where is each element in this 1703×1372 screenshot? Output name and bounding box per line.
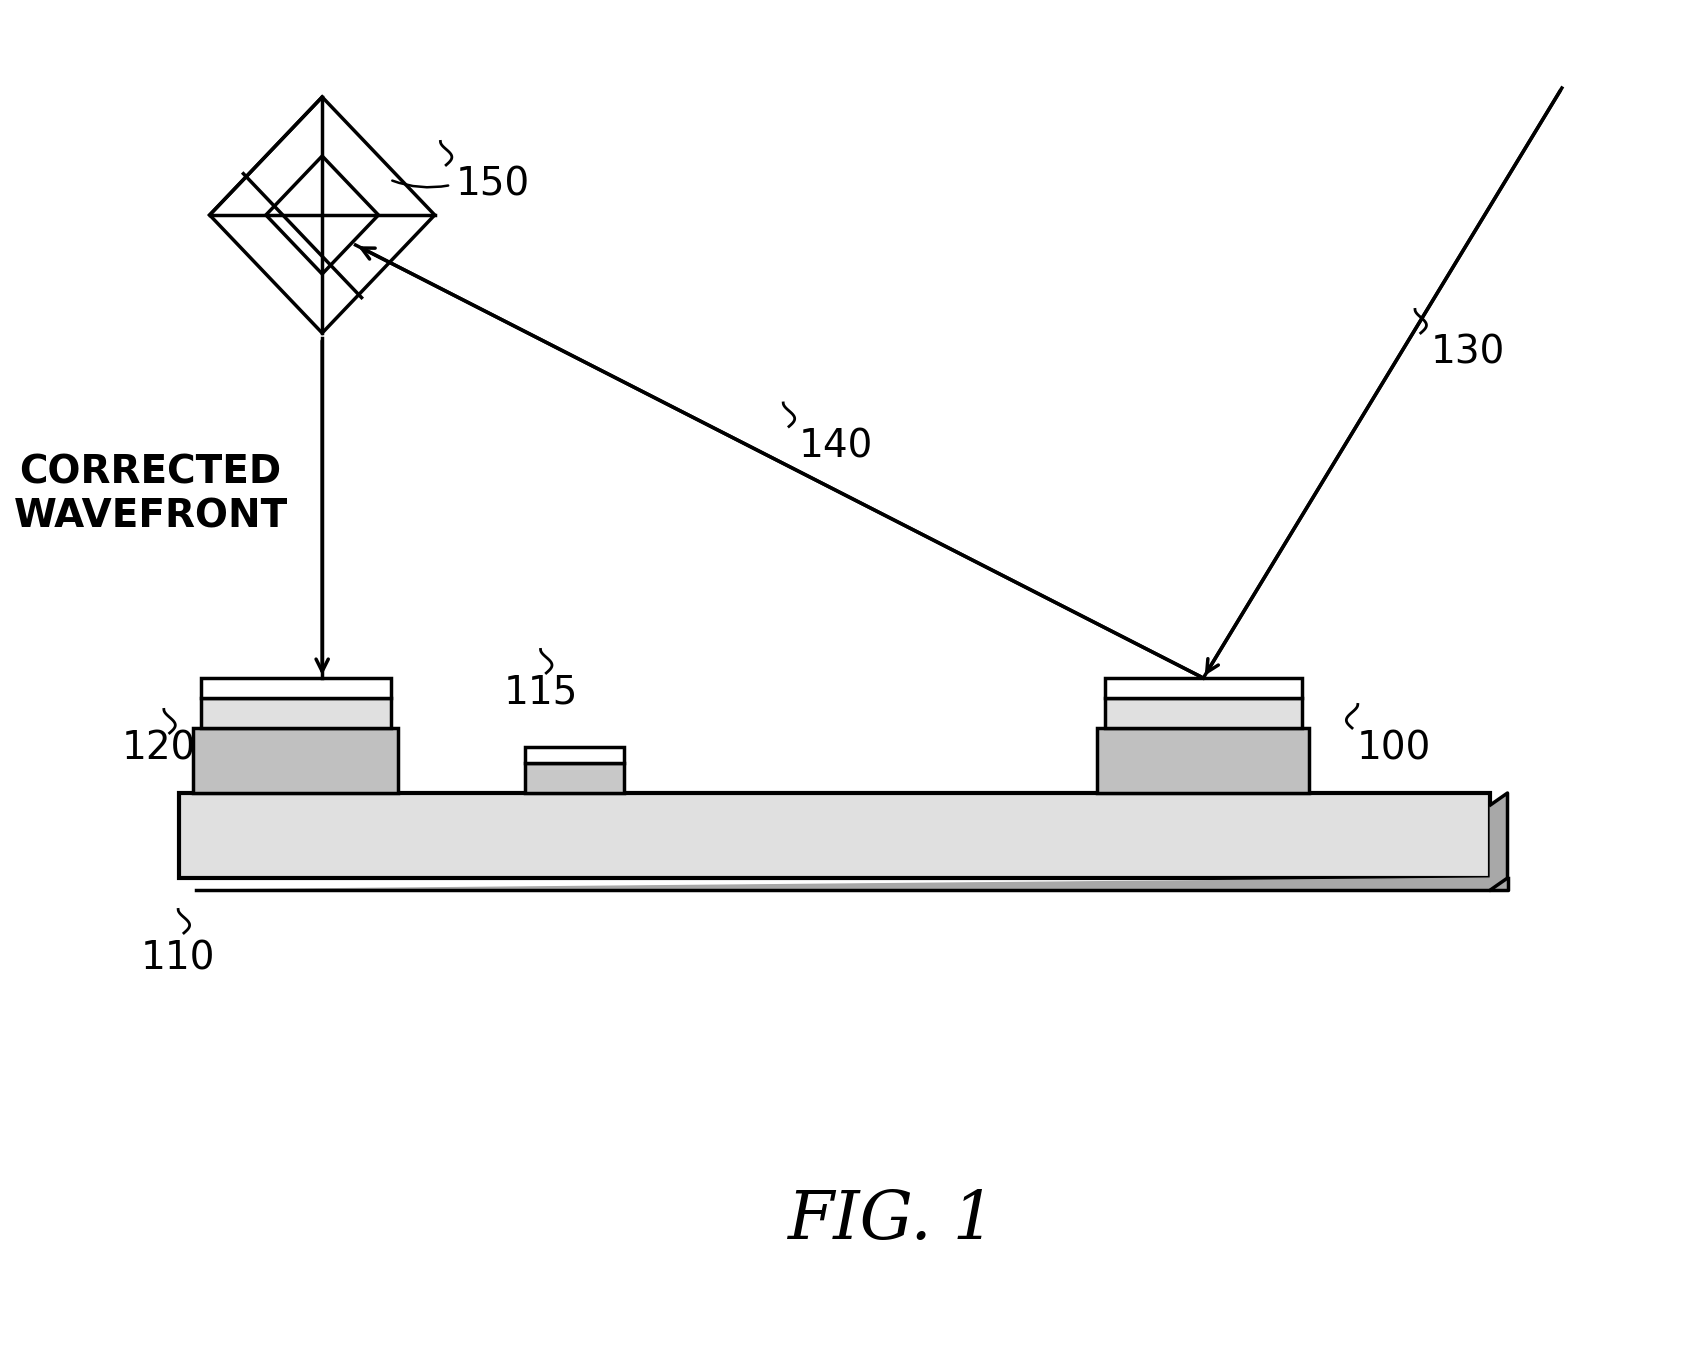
Polygon shape xyxy=(201,678,390,698)
Polygon shape xyxy=(1490,793,1507,890)
Polygon shape xyxy=(201,698,390,729)
Polygon shape xyxy=(179,793,1490,878)
Text: CORRECTED
WAVEFRONT: CORRECTED WAVEFRONT xyxy=(14,453,288,535)
Polygon shape xyxy=(1105,678,1301,698)
Text: 150: 150 xyxy=(456,166,530,204)
Polygon shape xyxy=(525,746,625,763)
Text: 130: 130 xyxy=(1431,333,1505,372)
Polygon shape xyxy=(1097,729,1310,793)
Text: FIG. 1: FIG. 1 xyxy=(787,1187,995,1253)
Polygon shape xyxy=(196,878,1507,890)
Polygon shape xyxy=(194,729,399,793)
Text: 110: 110 xyxy=(141,938,216,977)
Text: 120: 120 xyxy=(123,729,196,767)
Polygon shape xyxy=(1105,698,1301,729)
Polygon shape xyxy=(525,763,625,793)
Text: 100: 100 xyxy=(1357,729,1431,767)
Text: 115: 115 xyxy=(504,674,577,712)
Text: 140: 140 xyxy=(799,428,874,465)
